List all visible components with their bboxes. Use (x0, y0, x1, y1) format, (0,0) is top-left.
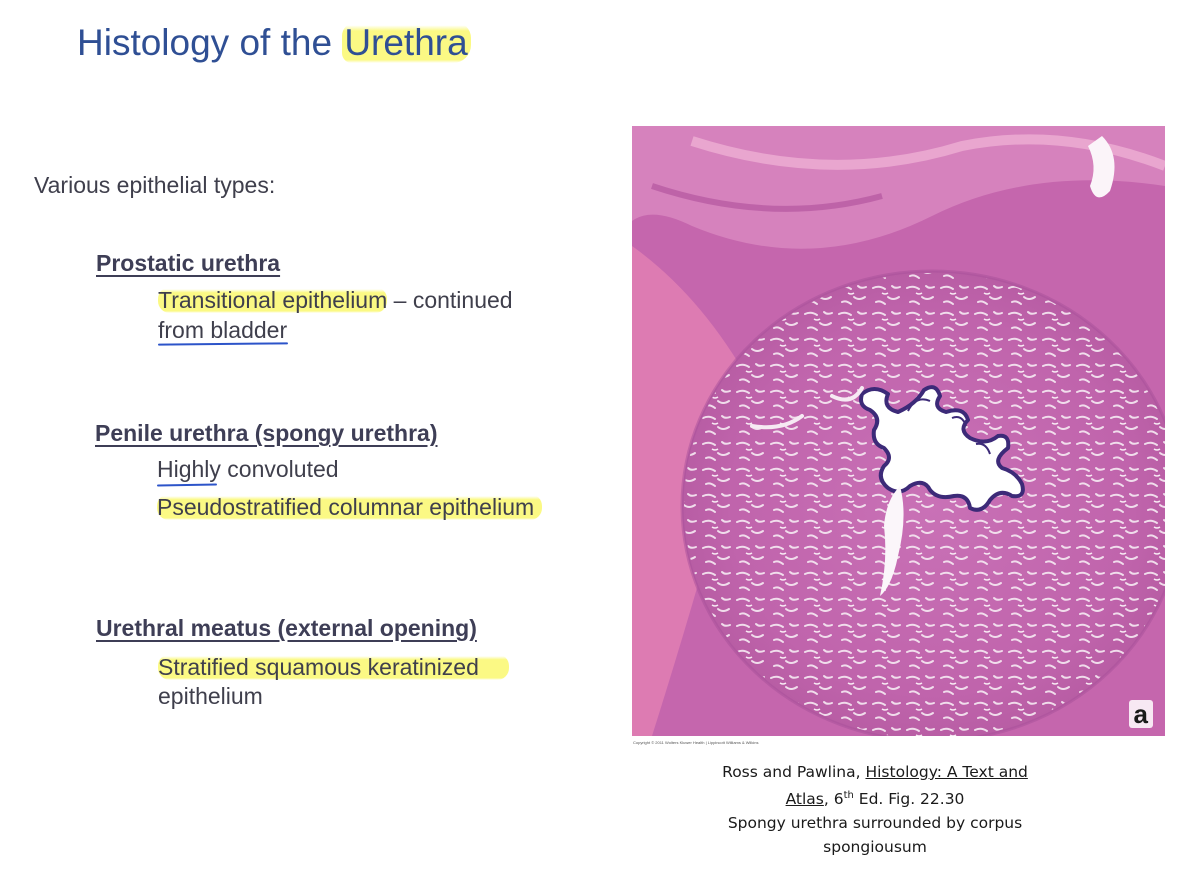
caption-book-title-2: Atlas (785, 790, 824, 809)
ink-underline-from-bladder (157, 342, 289, 346)
meatus-line-1: Stratified squamous keratinized (158, 654, 509, 681)
lumen-cleft (880, 486, 904, 596)
penile-line-1: Highly convoluted (157, 456, 339, 482)
figure-copyright: Copyright © 2011 Wolters Kluwer Health |… (633, 740, 759, 745)
slide-title: Histology of the Urethra (77, 20, 471, 66)
prostatic-line-1-rest: – continued (387, 287, 513, 313)
ink-underline-highly (156, 483, 218, 487)
caption-edition-pre: , 6 (823, 790, 844, 809)
caption-line-1: Ross and Pawlina, Histology: A Text and (700, 760, 1050, 784)
meatus-highlight: Stratified squamous keratinized (158, 654, 509, 680)
title-prefix: Histology of the (77, 22, 343, 63)
vessel-lumen (1088, 136, 1115, 198)
caption-line-2: Atlas, 6th Ed. Fig. 22.30 (700, 784, 1050, 811)
caption-book-title-1: Histology: A Text and (865, 763, 1028, 781)
histology-micrograph: a (632, 126, 1165, 736)
micrograph-drawing (632, 126, 1165, 736)
caption-authors: Ross and Pawlina, (722, 763, 866, 781)
intro-text: Various epithelial types: (34, 172, 276, 198)
title-highlight: Urethra (342, 22, 471, 63)
caption-edition-post: Ed. Fig. 22.30 (853, 790, 965, 809)
urethral-lumen (859, 385, 1025, 512)
figure-caption: Ross and Pawlina, Histology: A Text and … (700, 760, 1050, 859)
penile-highlight: Pseudostratified columnar epithelium (157, 494, 543, 520)
prostatic-line-1: Transitional epithelium – continued (158, 287, 513, 314)
section-heading-meatus: Urethral meatus (external opening) (96, 615, 477, 641)
caption-description: Spongy urethra surrounded by corpus spon… (727, 814, 1023, 857)
section-heading-penile: Penile urethra (spongy urethra) (95, 420, 438, 446)
prostatic-line-2: from bladder (158, 317, 288, 343)
meatus-line-2: epithelium (158, 683, 263, 709)
section-heading-prostatic: Prostatic urethra (96, 250, 281, 276)
prostatic-highlight: Transitional epithelium (158, 287, 388, 313)
panel-letter: a (1128, 700, 1153, 728)
caption-edition-sup: th (843, 790, 854, 801)
penile-line-2: Pseudostratified columnar epithelium (157, 494, 543, 521)
